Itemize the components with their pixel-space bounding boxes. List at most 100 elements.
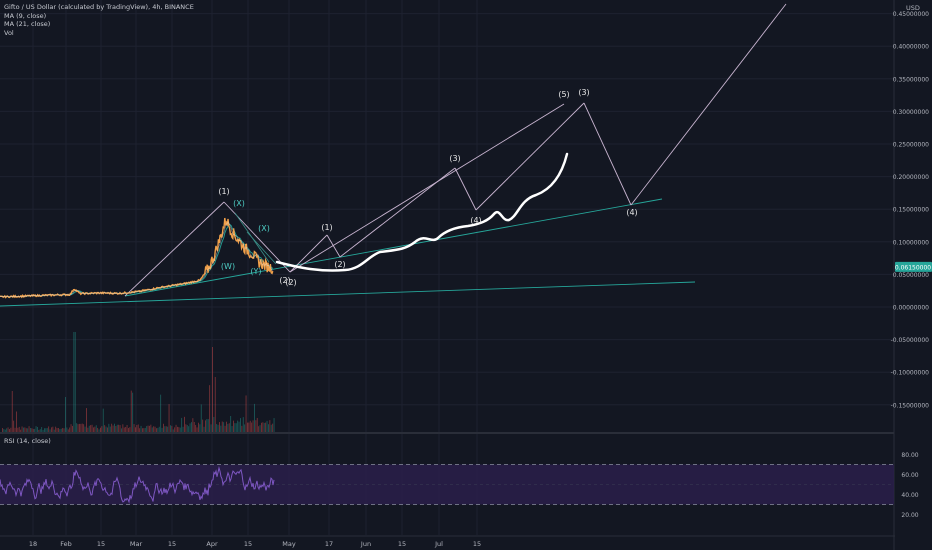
volume-bar (136, 425, 138, 432)
volume-bar (74, 332, 76, 432)
volume-bar (219, 422, 220, 432)
volume-bar (209, 385, 211, 432)
volume-bar (244, 424, 246, 432)
wave-line (124, 201, 225, 297)
volume-bar (72, 425, 73, 432)
volume-bar (56, 428, 58, 432)
volume-bar (105, 426, 107, 432)
volume-bar (17, 427, 19, 432)
volume-bar (161, 427, 163, 432)
volume-bar (178, 427, 180, 432)
wave-line (326, 234, 341, 258)
volume-bar (116, 424, 118, 432)
volume-bar (154, 426, 156, 432)
wave-label: (2) (334, 260, 345, 269)
volume-bar (195, 425, 197, 432)
volume-bar (251, 422, 253, 432)
volume-bar (80, 423, 82, 432)
volume-bar (273, 418, 275, 432)
wave-label: (4) (470, 216, 481, 225)
volume-bar (149, 425, 150, 432)
volume-bar (102, 408, 104, 432)
wave-label: (1) (218, 187, 229, 196)
ma9-legend[interactable]: MA (9, close) (4, 11, 47, 20)
volume-bar (137, 424, 139, 432)
volume-bar (171, 425, 173, 432)
price-tick-label: -0.05000000 (891, 337, 930, 344)
volume-bar (170, 425, 171, 432)
volume-bar (129, 427, 131, 432)
volume-bar (248, 422, 250, 432)
volume-bar (249, 420, 251, 432)
rsi-legend[interactable]: RSI (14, close) (4, 437, 51, 445)
wave-line (339, 167, 456, 258)
volume-bar (247, 422, 248, 432)
last-price-label: 0.06150000 (895, 264, 931, 271)
volume-bar (62, 428, 64, 432)
wave-label: (5) (558, 90, 569, 99)
volume-bar (272, 423, 274, 432)
volume-bar (202, 419, 204, 432)
price-tick-label: 0.00000000 (893, 305, 929, 312)
last-price-tag (895, 261, 932, 272)
wave-line (289, 103, 565, 273)
volume-bar (11, 391, 13, 432)
volume-bar (39, 429, 41, 432)
time-tick-label: Feb (60, 540, 72, 548)
volume-bar (256, 417, 258, 432)
volume-bar (266, 420, 268, 432)
volume-bar (30, 428, 31, 432)
volume-bar (90, 425, 92, 432)
volume-bar (147, 425, 149, 432)
volume-bar (86, 408, 87, 432)
ma21-legend[interactable]: MA (21, close) (4, 20, 51, 28)
rsi-tick-label: 20.00 (901, 512, 918, 519)
volume-bar (254, 403, 255, 432)
volume-bar (81, 423, 83, 432)
volume-bar (46, 428, 48, 432)
volume-bar (231, 426, 233, 432)
volume-bar (230, 415, 232, 432)
volume-bar (237, 420, 239, 432)
volume-bar (227, 423, 229, 432)
volume-bar (83, 424, 85, 432)
volume-legend[interactable]: Vol (4, 28, 14, 37)
volume-bar (27, 428, 29, 432)
time-tick-label: 17 (325, 540, 333, 548)
symbol-title[interactable]: Gifto / US Dollar (calculated by Trading… (4, 3, 194, 11)
volume-bar (123, 427, 125, 432)
volume-bar (95, 425, 97, 432)
volume-bar (221, 421, 223, 432)
trend-line-upper (124, 198, 663, 297)
chart-legend: Gifto / US Dollar (calculated by Trading… (4, 3, 194, 37)
volume-bar (205, 420, 206, 432)
volume-bar (179, 427, 181, 432)
volume-bar (7, 427, 9, 432)
price-tick-label: 0.10000000 (893, 239, 929, 246)
volume-bar (214, 377, 216, 432)
volume-bar (48, 426, 50, 432)
wave-label: (3) (449, 154, 460, 163)
volume-bar (76, 423, 78, 432)
time-tick-label: 15 (473, 540, 481, 548)
volume-bar (185, 424, 187, 432)
volume-bar (10, 427, 12, 432)
volume-bar (241, 425, 243, 432)
price-series (0, 217, 274, 299)
volume-bar (268, 424, 269, 432)
volume-bar (143, 428, 145, 432)
volume-bar (69, 427, 71, 432)
volume-bars (2, 332, 275, 432)
volume-bar (122, 424, 124, 432)
volume-bar (97, 427, 99, 432)
volume-bar (233, 420, 234, 432)
volume-bar (160, 394, 162, 432)
rsi-tick-label: 60.00 (901, 472, 918, 479)
volume-bar (158, 426, 160, 432)
volume-bar (101, 426, 103, 432)
volume-bar (100, 427, 101, 432)
volume-bar (35, 426, 37, 432)
wave-line (475, 102, 585, 211)
volume-bar (182, 426, 184, 432)
